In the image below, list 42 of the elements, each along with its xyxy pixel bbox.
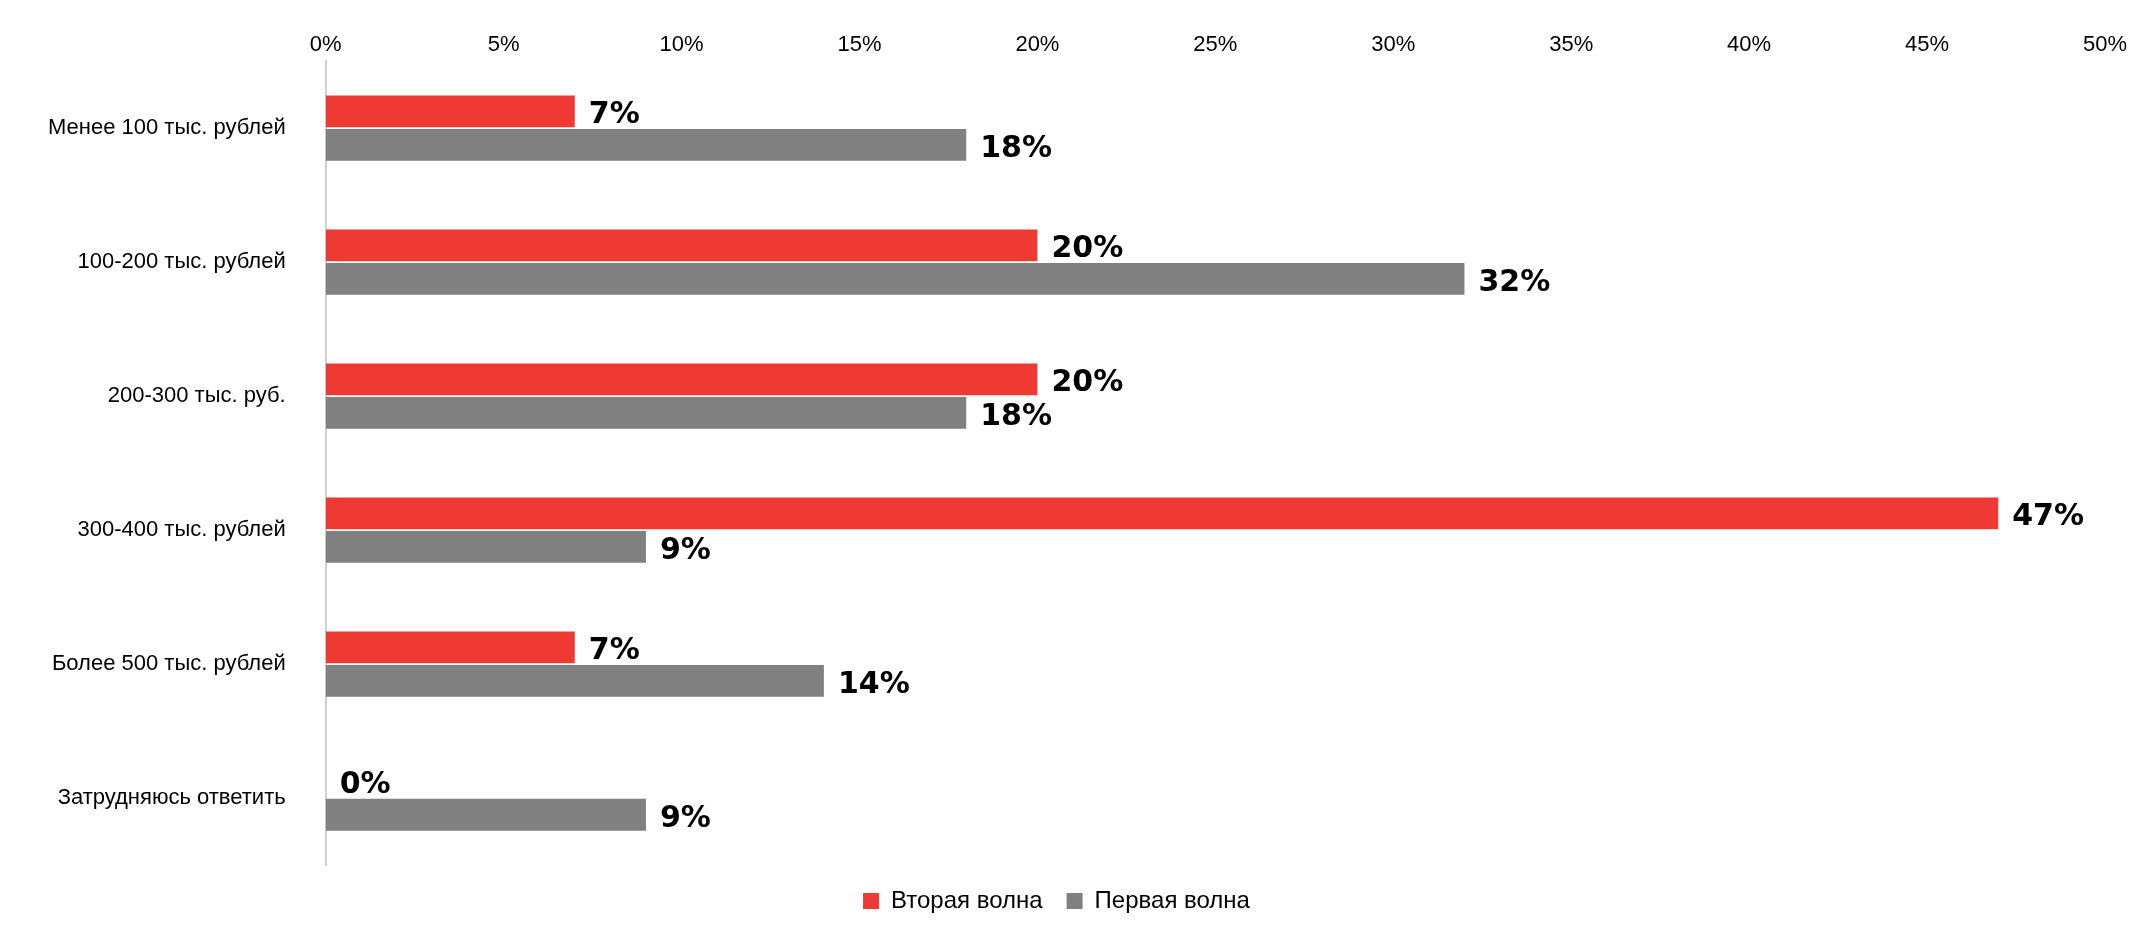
y-tick-label: Затрудняюсь ответить: [57, 784, 286, 810]
bar: [325, 631, 575, 664]
x-tick-label: 5%: [487, 31, 520, 57]
x-tick-label: 20%: [1015, 31, 1060, 57]
y-tick-label: 100-200 тыс. рублей: [77, 248, 286, 274]
data-label: 20%: [1051, 229, 1124, 265]
bar: [325, 396, 967, 429]
x-tick-label: 0%: [309, 31, 342, 57]
bar: [325, 363, 1038, 396]
y-tick-label: 300-400 тыс. рублей: [77, 516, 286, 542]
x-tick-label: 35%: [1549, 31, 1594, 57]
data-label: 14%: [837, 664, 910, 700]
data-label: 9%: [659, 530, 711, 566]
data-label: 9%: [659, 798, 711, 834]
y-tick-label: Менее 100 тыс. рублей: [47, 114, 286, 140]
bar: [325, 95, 575, 128]
legend-label: Первая волна: [1094, 885, 1251, 913]
bar: [325, 229, 1038, 262]
data-label: 7%: [588, 631, 640, 667]
data-label: 18%: [980, 396, 1053, 432]
bar: [325, 798, 646, 831]
x-tick-label: 30%: [1371, 31, 1416, 57]
data-label: 32%: [1478, 262, 1551, 298]
x-tick-label: 25%: [1193, 31, 1238, 57]
bar: [325, 262, 1465, 295]
bar: [325, 129, 967, 161]
data-label: 20%: [1051, 363, 1124, 399]
x-tick-label: 10%: [659, 31, 704, 57]
bar: [325, 530, 646, 563]
data-label: 7%: [588, 95, 640, 131]
x-tick-label: 50%: [2082, 31, 2128, 57]
x-tick-label: 15%: [837, 31, 882, 57]
legend-label: Вторая волна: [891, 885, 1044, 913]
data-label: 0%: [339, 765, 391, 801]
y-tick-label: Более 500 тыс. рублей: [51, 650, 286, 676]
x-tick-label: 40%: [1727, 31, 1772, 57]
data-label: 47%: [2012, 497, 2085, 533]
x-tick-label: 45%: [1905, 31, 1950, 57]
data-label: 18%: [980, 128, 1053, 164]
bar: [325, 497, 1999, 530]
y-tick-label: 200-300 тыс. руб.: [107, 382, 286, 408]
bar: [325, 664, 824, 697]
